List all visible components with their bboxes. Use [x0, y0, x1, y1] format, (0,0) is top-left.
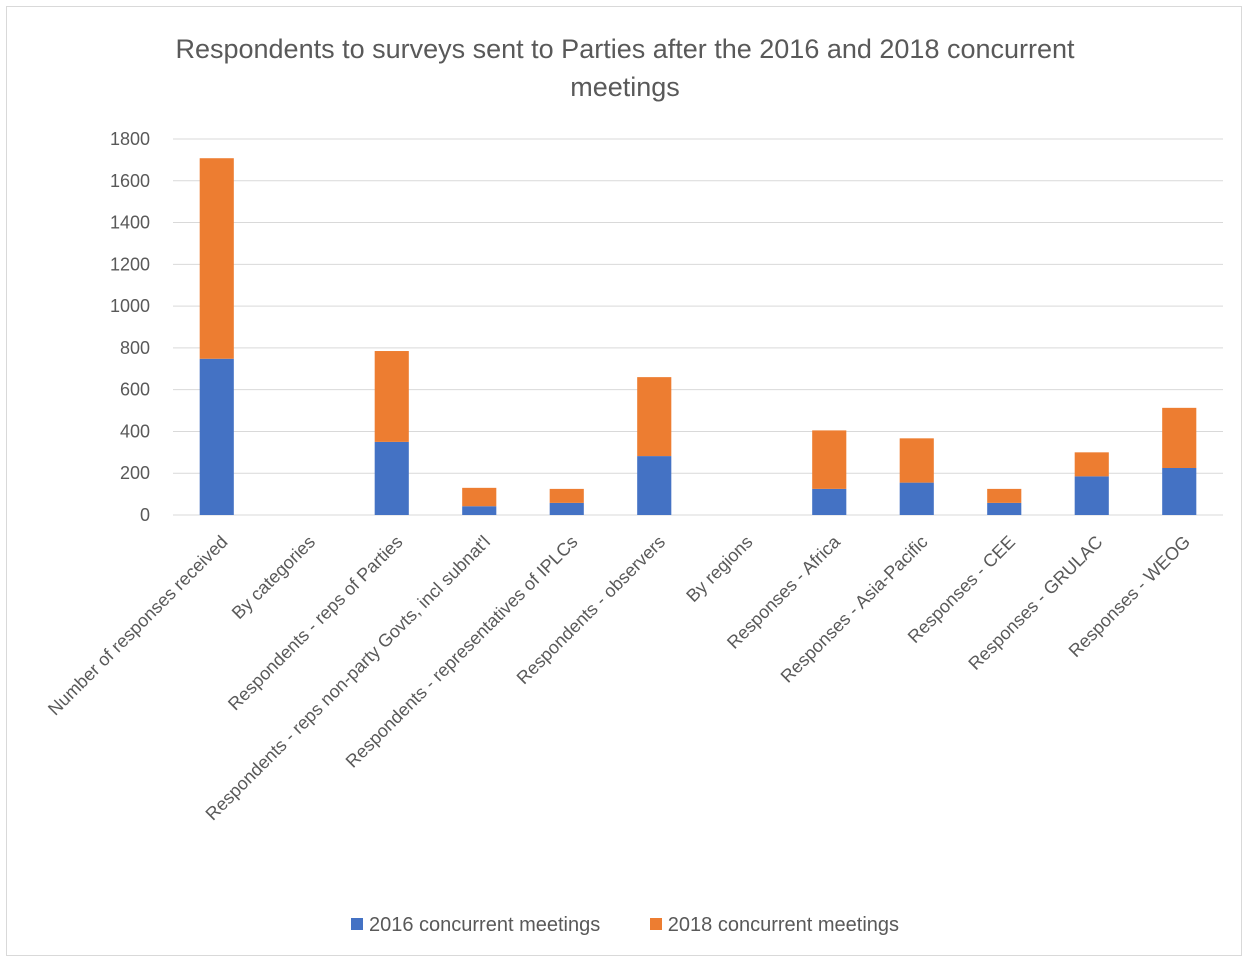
- y-tick-label: 1200: [110, 254, 150, 274]
- bar-2018-4[interactable]: [549, 488, 584, 503]
- bar-2018-0[interactable]: [199, 158, 234, 359]
- x-category-label: Number of responses received: [44, 532, 231, 719]
- y-axis-ticks: 0 200 400 600 800 1000 1200 1400 1600 1800: [110, 129, 150, 525]
- bar-2018-8[interactable]: [899, 438, 934, 483]
- bar-2016-2[interactable]: [374, 441, 409, 515]
- bar-2016-0[interactable]: [199, 358, 234, 515]
- y-tick-label: 400: [120, 421, 150, 441]
- y-tick-label: 0: [140, 505, 150, 525]
- y-tick-label: 1000: [110, 296, 150, 316]
- y-tick-label: 1800: [110, 129, 150, 149]
- bar-2018-9[interactable]: [987, 488, 1022, 503]
- bar-2018-7[interactable]: [812, 430, 847, 489]
- bar-2018-5[interactable]: [637, 377, 672, 457]
- y-tick-label: 1400: [110, 213, 150, 233]
- x-category-label: By regions: [682, 532, 756, 606]
- bar-2016-5[interactable]: [637, 456, 672, 515]
- bar-2018-10[interactable]: [1074, 452, 1109, 477]
- x-category-label: Respondents - reps of Parties: [224, 532, 407, 715]
- legend-label-2016: 2016 concurrent meetings: [368, 914, 601, 936]
- legend: 2016 concurrent meetings 2018 concurrent…: [0, 914, 1250, 937]
- bar-2016-9[interactable]: [987, 502, 1022, 515]
- bar-2018-2[interactable]: [374, 351, 409, 442]
- chart-title: Respondents to surveys sent to Parties a…: [175, 34, 1075, 102]
- bar-2016-3[interactable]: [462, 506, 497, 515]
- legend-item-2018[interactable]: 2018 concurrent meetings: [649, 914, 900, 937]
- y-tick-label: 800: [120, 338, 150, 358]
- legend-label-2018: 2018 concurrent meetings: [667, 914, 900, 936]
- y-tick-label: 1600: [110, 171, 150, 191]
- y-tick-label: 600: [120, 380, 150, 400]
- x-category-label: Respondents - observers: [513, 532, 669, 688]
- legend-swatch-2016: [350, 918, 363, 930]
- bar-2016-8[interactable]: [899, 482, 934, 515]
- bar-2016-11[interactable]: [1162, 468, 1197, 515]
- legend-swatch-2018: [649, 918, 662, 930]
- legend-item-2016[interactable]: 2016 concurrent meetings: [350, 914, 601, 937]
- x-category-label: By categories: [228, 532, 319, 623]
- bars: [199, 158, 1197, 515]
- bar-2016-7[interactable]: [812, 488, 847, 515]
- bar-2018-3[interactable]: [462, 487, 497, 507]
- bar-2018-11[interactable]: [1162, 407, 1197, 468]
- x-category-label: Responses - Asia-Pacific: [777, 532, 932, 687]
- y-tick-label: 200: [120, 463, 150, 483]
- bar-2016-10[interactable]: [1074, 476, 1109, 515]
- bar-2016-4[interactable]: [549, 502, 584, 515]
- gridlines: [173, 138, 1223, 516]
